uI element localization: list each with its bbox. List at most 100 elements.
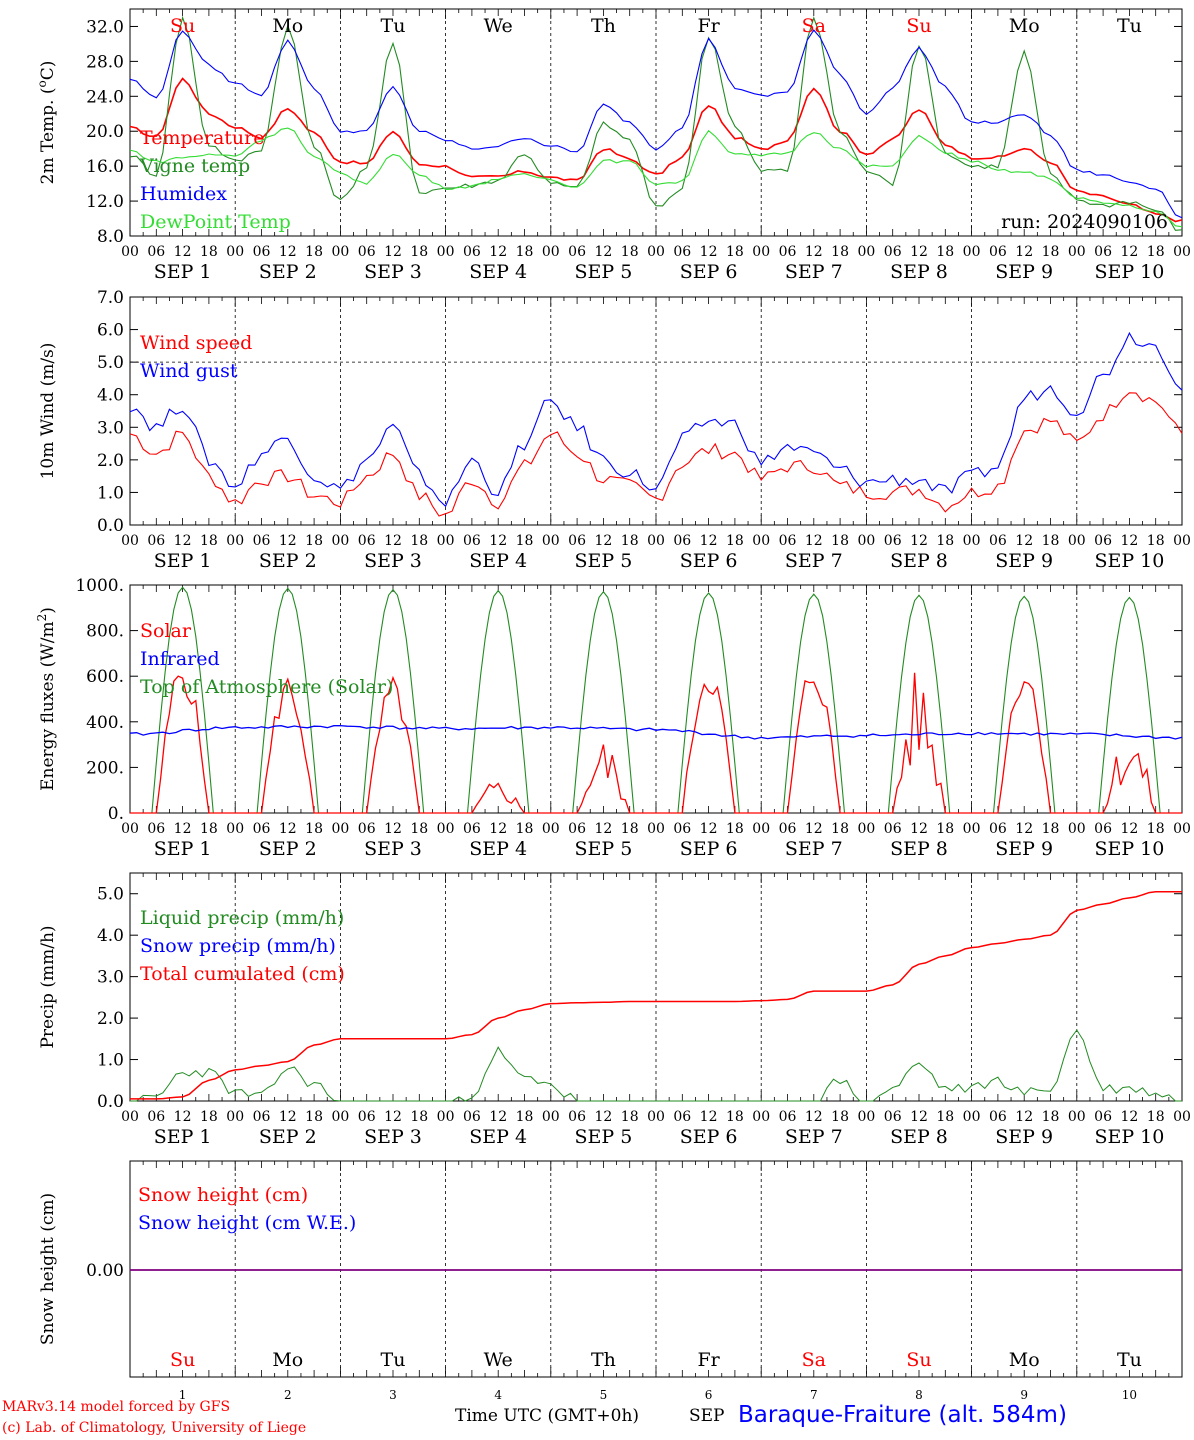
day-label-bottom: Mo	[272, 1349, 303, 1371]
bottom-day-number: 1	[179, 1388, 187, 1402]
x-hour-label: 12	[594, 533, 612, 549]
x-hour-label: 12	[489, 821, 507, 837]
x-hour-label: 06	[673, 821, 691, 837]
y-tick-label: 1000.	[75, 576, 124, 596]
x-date-label: SEP 9	[995, 261, 1053, 283]
y-tick-label: 32.0	[86, 17, 124, 37]
x-hour-label: 00	[226, 821, 244, 837]
x-hour-label: 06	[568, 533, 586, 549]
x-hour-label: 18	[305, 533, 323, 549]
x-hour-label: 18	[410, 1109, 428, 1125]
x-hour-label: 12	[594, 244, 612, 260]
x-date-label: SEP 1	[154, 838, 212, 860]
x-hour-label: 18	[621, 1109, 639, 1125]
x-hour-label: 12	[279, 244, 297, 260]
x-hour-label: 18	[305, 821, 323, 837]
x-hour-label: 18	[305, 244, 323, 260]
x-hour-label: 12	[1120, 533, 1138, 549]
x-hour-label: 18	[1147, 244, 1165, 260]
day-label-top: We	[484, 15, 513, 37]
x-hour-label: 06	[989, 533, 1007, 549]
x-hour-label: 18	[516, 533, 534, 549]
x-date-label: SEP 5	[574, 550, 632, 572]
x-hour-label: 12	[279, 821, 297, 837]
x-hour-label: 00	[857, 244, 875, 260]
x-hour-label: 00	[542, 821, 560, 837]
x-hour-label: 12	[1015, 1109, 1033, 1125]
x-hour-label: 06	[147, 1109, 165, 1125]
day-label-top: Mo	[272, 15, 303, 37]
x-hour-label: 00	[121, 1109, 139, 1125]
y-tick-label: 3.0	[97, 418, 124, 438]
x-hour-label: 00	[1068, 1109, 1086, 1125]
x-hour-label: 18	[936, 1109, 954, 1125]
bottom-day-number: 3	[389, 1388, 397, 1402]
y-tick-label: 0.	[108, 804, 124, 824]
y-tick-label: 4.0	[97, 386, 124, 406]
x-hour-label: 18	[621, 821, 639, 837]
panel-5-frame	[129, 1160, 1183, 1378]
x-hour-label: 18	[936, 821, 954, 837]
day-label-top: Fr	[697, 15, 720, 37]
wind-legend-0: Wind speed	[140, 332, 252, 354]
x-hour-label: 00	[752, 1109, 770, 1125]
bottom-day-number: 5	[600, 1388, 608, 1402]
x-date-label: SEP 3	[364, 261, 422, 283]
day-label-bottom: Su	[906, 1349, 931, 1371]
x-hour-label: 06	[779, 1109, 797, 1125]
x-hour-label: 12	[1120, 821, 1138, 837]
x-hour-label: 00	[226, 1109, 244, 1125]
y-tick-label: 6.0	[97, 321, 124, 341]
x-date-label: SEP 9	[995, 838, 1053, 860]
x-hour-label: 00	[1173, 244, 1191, 260]
x-hour-label: 00	[963, 821, 981, 837]
x-hour-label: 06	[884, 244, 902, 260]
y-tick-label: 3.0	[97, 968, 124, 988]
day-label-bottom: Fr	[697, 1349, 720, 1371]
x-hour-label: 18	[1042, 821, 1060, 837]
x-hour-label: 06	[358, 1109, 376, 1125]
x-hour-label: 00	[437, 244, 455, 260]
x-date-label: SEP 5	[574, 1126, 632, 1148]
wind-series-line-0	[129, 392, 1183, 517]
x-hour-label: 06	[463, 244, 481, 260]
day-label-bottom: Tu	[1117, 1349, 1142, 1371]
x-date-label: SEP 7	[785, 1126, 843, 1148]
x-hour-label: 18	[726, 533, 744, 549]
day-label-top: Tu	[381, 15, 406, 37]
x-date-label: SEP 7	[785, 261, 843, 283]
x-hour-label: 12	[384, 244, 402, 260]
x-hour-label: 12	[805, 1109, 823, 1125]
x-date-label: SEP 4	[469, 550, 527, 572]
x-hour-label: 00	[437, 821, 455, 837]
x-hour-label: 18	[621, 533, 639, 549]
x-hour-label: 00	[857, 1109, 875, 1125]
x-date-label: SEP 8	[890, 550, 948, 572]
energy-legend-0: Solar	[140, 620, 192, 642]
bottom-day-number: 4	[494, 1388, 502, 1402]
x-date-label: SEP 3	[364, 550, 422, 572]
x-hour-label: 00	[1173, 821, 1191, 837]
precip-legend-2: Total cumulated (cm)	[140, 963, 345, 985]
day-label-bottom: Mo	[1009, 1349, 1040, 1371]
x-hour-label: 00	[647, 244, 665, 260]
x-date-label: SEP 1	[154, 1126, 212, 1148]
x-hour-label: 18	[936, 244, 954, 260]
day-label-bottom: Th	[591, 1349, 616, 1371]
unit-close: )	[38, 607, 58, 614]
precip-liquid-line	[130, 1029, 1182, 1102]
y-tick-label: 2.0	[97, 451, 124, 471]
x-date-label: SEP 10	[1094, 838, 1164, 860]
bottom-day-number: 6	[705, 1388, 713, 1402]
x-hour-label: 00	[752, 533, 770, 549]
x-date-label: SEP 1	[154, 550, 212, 572]
x-hour-label: 18	[305, 1109, 323, 1125]
x-hour-label: 06	[463, 821, 481, 837]
x-hour-label: 00	[331, 244, 349, 260]
x-date-label: SEP 2	[259, 838, 317, 860]
x-hour-label: 06	[253, 821, 271, 837]
x-hour-label: 18	[831, 533, 849, 549]
x-hour-label: 06	[779, 821, 797, 837]
x-hour-label: 06	[147, 821, 165, 837]
temp-legend-0: Temperature	[140, 127, 264, 149]
